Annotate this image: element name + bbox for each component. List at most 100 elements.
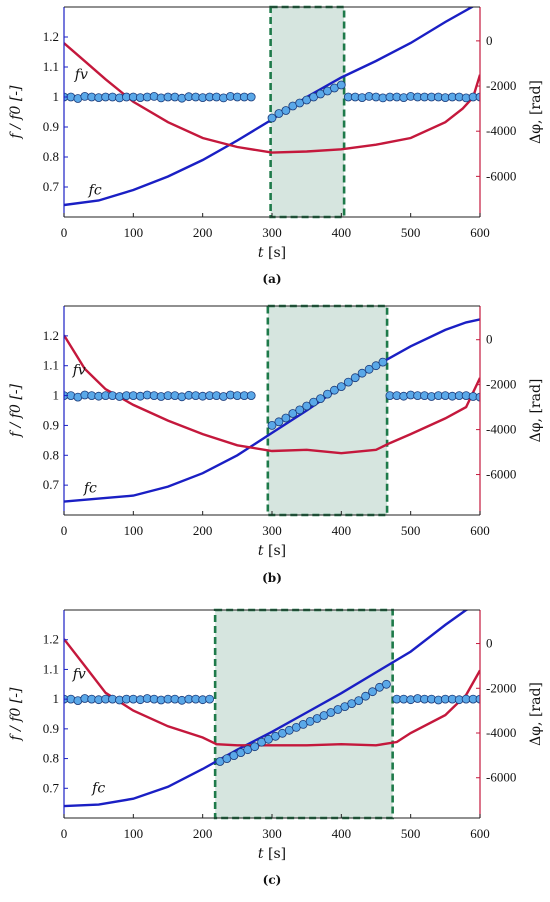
series-fv-point — [323, 389, 332, 399]
annotation-fc: fc — [83, 481, 97, 497]
y-left-tick-label: 1.2 — [43, 328, 59, 343]
y-left-tick-label: 0.7 — [43, 179, 60, 194]
y-right-tick-label: 0 — [486, 636, 493, 651]
y-left-tick-label: 0.9 — [43, 119, 59, 134]
series-fc-line — [64, 610, 470, 808]
y-left-tick-label: 0.7 — [43, 477, 60, 492]
x-axis-label: t [s] — [258, 245, 286, 261]
series-fv-point — [364, 364, 374, 374]
x-tick-label: 200 — [193, 523, 213, 538]
x-tick-label: 500 — [401, 225, 421, 240]
x-axis-label-var: t — [258, 245, 264, 261]
series-fv-point — [371, 361, 381, 371]
x-axis-label-unit: [s] — [264, 543, 287, 559]
y-right-axis-label: Δφ, [rad] — [528, 80, 544, 144]
series-fv-point — [350, 373, 360, 383]
series-dphi-line — [64, 638, 480, 747]
annotation-fv: fv — [74, 67, 88, 83]
series-fv-point — [361, 691, 371, 701]
y-left-tick-label: 1 — [53, 89, 60, 104]
series-fv-point — [343, 377, 353, 387]
series-fv-point — [246, 92, 256, 102]
x-tick-label: 400 — [332, 523, 352, 538]
series-fv-point — [475, 392, 480, 402]
plot-area — [64, 7, 480, 207]
panel-caption: (b) — [262, 571, 282, 585]
y-left-tick-label: 0.8 — [43, 149, 59, 164]
series-fv-point — [250, 742, 260, 752]
annotation-fv: fv — [72, 363, 86, 379]
annotation-fc: fc — [88, 183, 102, 199]
y-left-axis-label: f / f0 [-] — [8, 687, 24, 742]
series-dphi-line — [64, 42, 480, 154]
series-fv-point — [336, 382, 346, 392]
x-tick-label: 600 — [470, 523, 490, 538]
y-left-tick-label: 1.2 — [43, 29, 59, 44]
series-fv-point — [357, 368, 367, 378]
series-fc-line — [64, 318, 480, 503]
y-left-tick-label: 1.1 — [43, 358, 59, 373]
y-right-axis-label: Δφ, [rad] — [528, 682, 544, 746]
x-axis-label: t [s] — [258, 543, 286, 559]
y-right-tick-label: -4000 — [486, 422, 516, 437]
series-fv-point — [205, 694, 215, 704]
x-tick-label: 100 — [124, 225, 144, 240]
y-left-tick-label: 1.1 — [43, 661, 59, 676]
series-fv-point — [378, 357, 388, 367]
y-right-tick-label: -6000 — [486, 467, 516, 482]
panel-caption: (c) — [263, 873, 282, 887]
series-fv-point — [316, 394, 325, 404]
x-axis-label-unit: [s] — [264, 245, 287, 261]
shaded-interval — [266, 304, 389, 517]
series-fv-point — [368, 687, 377, 697]
x-tick-label: 400 — [332, 826, 352, 841]
y-right-tick-label: -2000 — [486, 377, 516, 392]
y-left-axis-label: f / f0 [-] — [8, 383, 24, 438]
series-fv-point — [274, 417, 284, 427]
y-right-axis-label: Δφ, [rad] — [528, 379, 544, 443]
series-fv-point — [281, 106, 291, 115]
plot-area — [64, 610, 480, 808]
x-axis-label-var: t — [258, 846, 264, 862]
y-left-tick-label: 1 — [53, 388, 60, 403]
x-tick-label: 300 — [262, 523, 282, 538]
y-left-tick-label: 0.9 — [43, 721, 59, 736]
series-fv-point — [246, 391, 256, 401]
series-fv-point — [302, 401, 312, 411]
series-fv-point — [309, 397, 319, 407]
y-right-tick-label: -6000 — [486, 770, 516, 785]
x-tick-label: 600 — [470, 826, 490, 841]
series-fv-point — [281, 413, 291, 423]
series-fv-point — [336, 80, 346, 90]
x-tick-label: 300 — [262, 225, 282, 240]
series-fv-point — [475, 92, 480, 102]
y-right-tick-label: -2000 — [486, 680, 516, 695]
y-right-tick-label: -6000 — [486, 168, 516, 183]
y-right-tick-label: 0 — [486, 33, 493, 48]
series-fv-point — [381, 679, 391, 689]
x-tick-label: 0 — [61, 225, 68, 240]
x-tick-label: 100 — [124, 523, 144, 538]
x-tick-label: 500 — [401, 826, 421, 841]
y-left-tick-label: 1 — [53, 691, 60, 706]
annotation-fc: fc — [91, 781, 105, 797]
panel-caption: (a) — [262, 272, 281, 286]
y-left-tick-label: 0.8 — [43, 447, 59, 462]
y-right-tick-label: 0 — [486, 332, 493, 347]
series-fv-point — [295, 405, 305, 415]
chart-panel-3: 0 100 200 300 400 500 600 0.7 0.8 0.9 1 1.1 1.2 -6000… — [8, 608, 544, 887]
y-left-axis-label: f / f0 [-] — [8, 85, 24, 140]
x-tick-label: 600 — [470, 225, 490, 240]
x-tick-label: 100 — [124, 826, 144, 841]
series-fv-point — [267, 113, 277, 123]
y-left-tick-label: 0.7 — [43, 780, 60, 795]
x-axis-label: t [s] — [258, 846, 286, 862]
x-tick-label: 0 — [61, 523, 68, 538]
x-tick-label: 200 — [193, 826, 213, 841]
series-fv-point — [475, 694, 480, 704]
series-fv-point — [288, 409, 298, 418]
series-fv-point — [329, 385, 339, 395]
y-right-tick-label: -4000 — [486, 123, 516, 138]
series-fv-point — [267, 420, 277, 430]
